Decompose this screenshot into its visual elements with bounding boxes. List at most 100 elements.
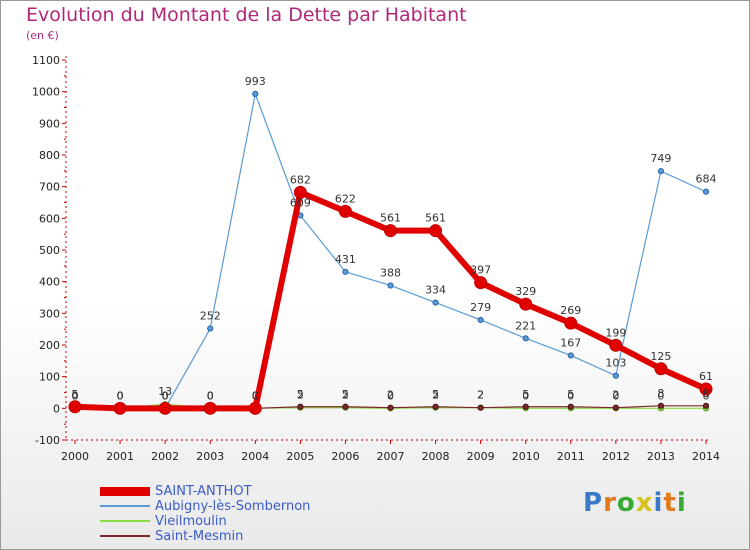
y-tick-label: 0 (53, 402, 60, 415)
data-point (297, 403, 304, 410)
x-tick-label: 2014 (692, 450, 720, 463)
data-label: 0 (117, 389, 124, 402)
data-point (203, 401, 217, 415)
y-tick-label: 1000 (32, 86, 60, 99)
logo-letter: t (663, 488, 677, 518)
data-point (252, 90, 259, 97)
data-label: 0 (207, 389, 214, 402)
x-tick-label: 2009 (467, 450, 495, 463)
series-0 (68, 185, 713, 415)
data-point (567, 352, 574, 359)
y-tick-label: 100 (39, 371, 60, 384)
legend-label: SAINT-ANTHOT (155, 484, 252, 499)
data-point (657, 402, 665, 409)
data-label: 221 (515, 319, 536, 332)
data-label: 0 (567, 389, 574, 402)
data-point (474, 276, 488, 290)
data-label: 0 (207, 389, 214, 402)
y-tick-label: -100 (35, 434, 60, 447)
data-label: 609 (290, 196, 311, 209)
x-tick-label: 2005 (286, 450, 314, 463)
data-label: 5 (522, 388, 529, 401)
data-point (248, 401, 262, 415)
data-point (702, 188, 710, 195)
data-label: 0 (252, 389, 259, 402)
y-tick-label: 900 (39, 117, 60, 130)
legend-swatch (100, 486, 150, 496)
data-label: 252 (200, 310, 221, 323)
x-tick-label: 2010 (512, 450, 540, 463)
data-point (158, 401, 172, 415)
data-label: 749 (650, 152, 671, 165)
data-label: 5 (567, 388, 574, 401)
data-point (522, 403, 529, 410)
y-tick-label: 400 (39, 276, 60, 289)
logo-letter: P (583, 488, 604, 518)
legend-swatch (100, 505, 150, 507)
data-point (612, 372, 619, 379)
legend-swatch (100, 520, 150, 522)
chart-title: Evolution du Montant de la Dette par Hab… (26, 4, 467, 26)
data-point (68, 400, 82, 414)
x-tick-label: 2007 (377, 450, 405, 463)
data-label: 2 (297, 389, 304, 402)
data-label: 0 (117, 389, 124, 402)
data-label: 0 (612, 389, 619, 402)
data-point (342, 403, 349, 410)
data-label: 397 (470, 264, 491, 277)
data-label: 0 (207, 389, 214, 402)
x-tick-label: 2003 (196, 450, 224, 463)
x-tick-label: 2006 (331, 450, 359, 463)
data-point (702, 402, 710, 409)
legend-label: Aubigny-lès-Sombernon (155, 499, 311, 514)
data-point (293, 185, 307, 199)
data-label: 2 (477, 389, 484, 402)
data-label: 5 (297, 388, 304, 401)
logo-letter: r (603, 488, 617, 518)
legend-label: Vieilmoulin (155, 514, 227, 529)
y-tick-label: 200 (39, 339, 60, 352)
data-point (477, 316, 484, 324)
data-label: 622 (335, 192, 356, 205)
data-label: 0 (252, 389, 259, 402)
data-label: 61 (699, 370, 713, 383)
y-tick-label: 700 (39, 181, 60, 194)
data-point (612, 404, 619, 411)
data-point (384, 224, 397, 238)
data-label: 2 (612, 389, 619, 402)
x-tick-label: 2002 (151, 450, 179, 463)
data-label: 5 (72, 388, 79, 401)
data-label: 0 (252, 389, 259, 402)
data-label: 2 (432, 389, 439, 402)
x-tick-label: 2001 (106, 450, 134, 463)
data-label: 8 (703, 387, 710, 400)
data-point (657, 168, 665, 175)
data-point (207, 325, 214, 332)
x-tick-label: 2000 (61, 450, 89, 463)
data-point (522, 335, 529, 342)
y-tick-label: 500 (39, 244, 60, 257)
data-label: 167 (560, 336, 581, 349)
data-point (519, 297, 533, 311)
legend-label: Saint-Mesmin (155, 529, 244, 544)
data-label: 0 (387, 389, 394, 402)
data-label: 561 (425, 212, 446, 225)
data-label: 2 (342, 389, 349, 402)
data-label: 0 (162, 389, 169, 402)
data-point (387, 404, 394, 411)
data-label: 0 (522, 389, 529, 402)
data-label: 199 (605, 326, 626, 339)
data-label: 0 (703, 389, 710, 402)
data-point (338, 204, 352, 218)
data-label: 2 (387, 389, 394, 402)
logo-letter: o (616, 488, 636, 518)
data-label: 125 (650, 350, 671, 363)
data-label: 993 (245, 75, 266, 88)
data-point (429, 224, 443, 238)
data-label: 8 (657, 387, 664, 400)
data-label: 5 (432, 388, 439, 401)
data-point (432, 299, 439, 306)
data-point (113, 401, 127, 415)
